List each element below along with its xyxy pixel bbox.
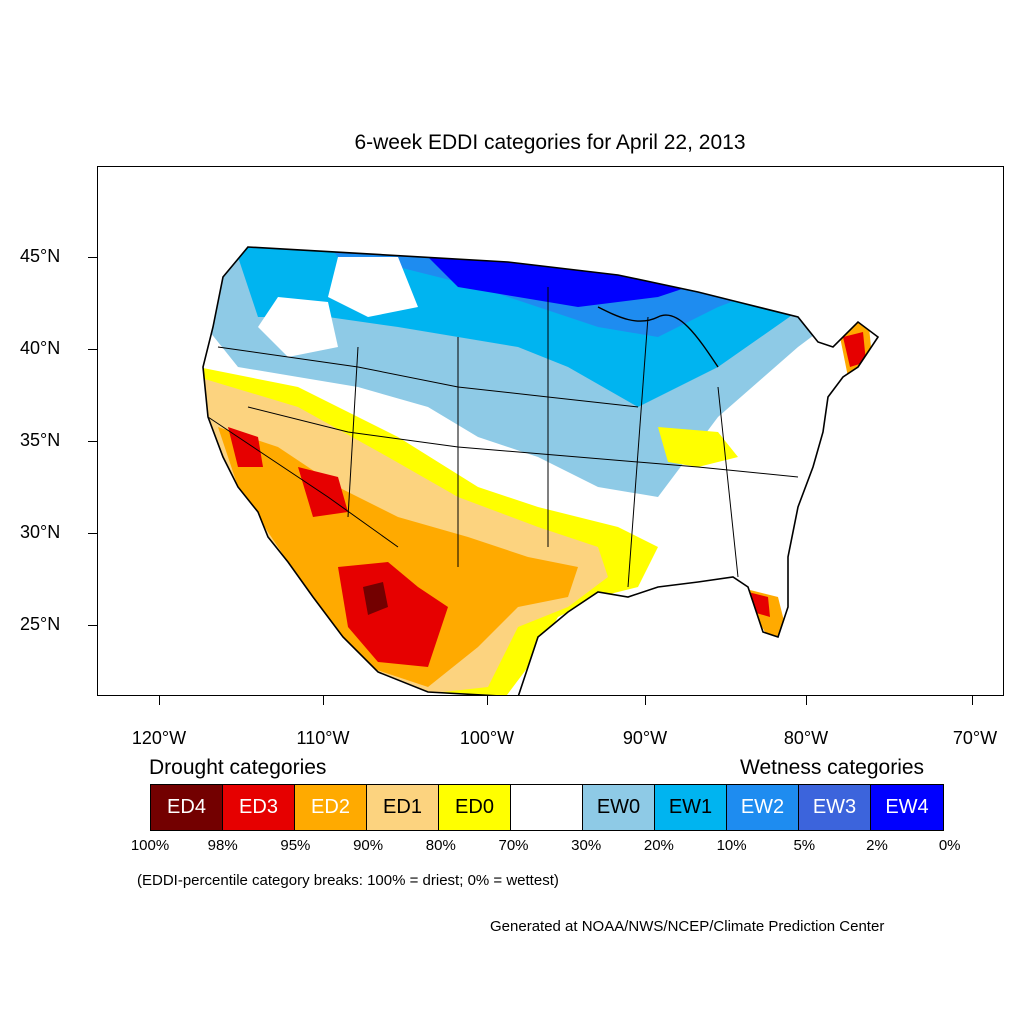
drought-heading: Drought categories [149,756,327,779]
lat-tick [88,441,97,442]
lon-label: 110°W [296,728,350,748]
percent-label: 30% [571,837,602,854]
legend-box-ed1: ED1 [367,785,439,830]
lat-tick [88,625,97,626]
wetness-heading: Wetness categories [740,756,925,779]
legend-box-ew3: EW3 [799,785,871,830]
map-canvas [202,246,880,695]
lat-label: 35°N [20,430,61,450]
lon-label: 70°W [952,728,998,748]
lat-label: 40°N [20,338,61,358]
credit-line: Generated at NOAA/NWS/NCEP/Climate Predi… [490,918,885,935]
percent-label: 98% [207,837,238,854]
percent-label: 70% [498,837,529,854]
color-legend: ED4 ED3 ED2 ED1 ED0 EW0 EW1 EW2 EW3 EW4 [150,784,944,831]
map-title: 6-week EDDI categories for April 22, 201… [354,131,746,154]
boundaries [202,246,880,695]
lon-label: 80°W [783,728,829,748]
lat-tick [88,533,97,534]
percent-label: 10% [716,837,747,854]
lat-label: 25°N [20,614,61,634]
eddi-shading [203,247,878,695]
percent-label: 20% [643,837,674,854]
lon-label: 90°W [622,728,668,748]
lon-tick [323,696,324,705]
legend-box-ed3: ED3 [223,785,295,830]
lat-label: 30°N [20,522,61,542]
lon-tick [972,696,973,705]
category-note: (EDDI-percentile category breaks: 100% =… [137,872,559,889]
percent-label: 100% [130,837,170,854]
lat-tick [88,349,97,350]
percent-label: 2% [866,837,888,854]
legend-box-ew4: EW4 [871,785,943,830]
legend-box-ew1: EW1 [655,785,727,830]
percent-label: 0% [938,837,961,854]
percent-label: 95% [280,837,311,854]
percent-label: 80% [425,837,456,854]
eddi-map [97,166,1004,696]
legend-box-ed4: ED4 [151,785,223,830]
percent-label: 90% [353,837,384,854]
lat-label: 45°N [20,246,61,266]
legend-box-ed2: ED2 [295,785,367,830]
lon-tick [487,696,488,705]
lon-label: 120°W [131,728,187,748]
lon-label: 100°W [459,728,515,748]
lon-tick [159,696,160,705]
legend-box-ed0: ED0 [439,785,511,830]
legend-box-neutral [511,785,583,830]
lat-tick [88,257,97,258]
lon-tick [645,696,646,705]
legend-box-ew2: EW2 [727,785,799,830]
lon-tick [806,696,807,705]
legend-box-ew0: EW0 [583,785,655,830]
percent-label: 5% [793,837,816,854]
